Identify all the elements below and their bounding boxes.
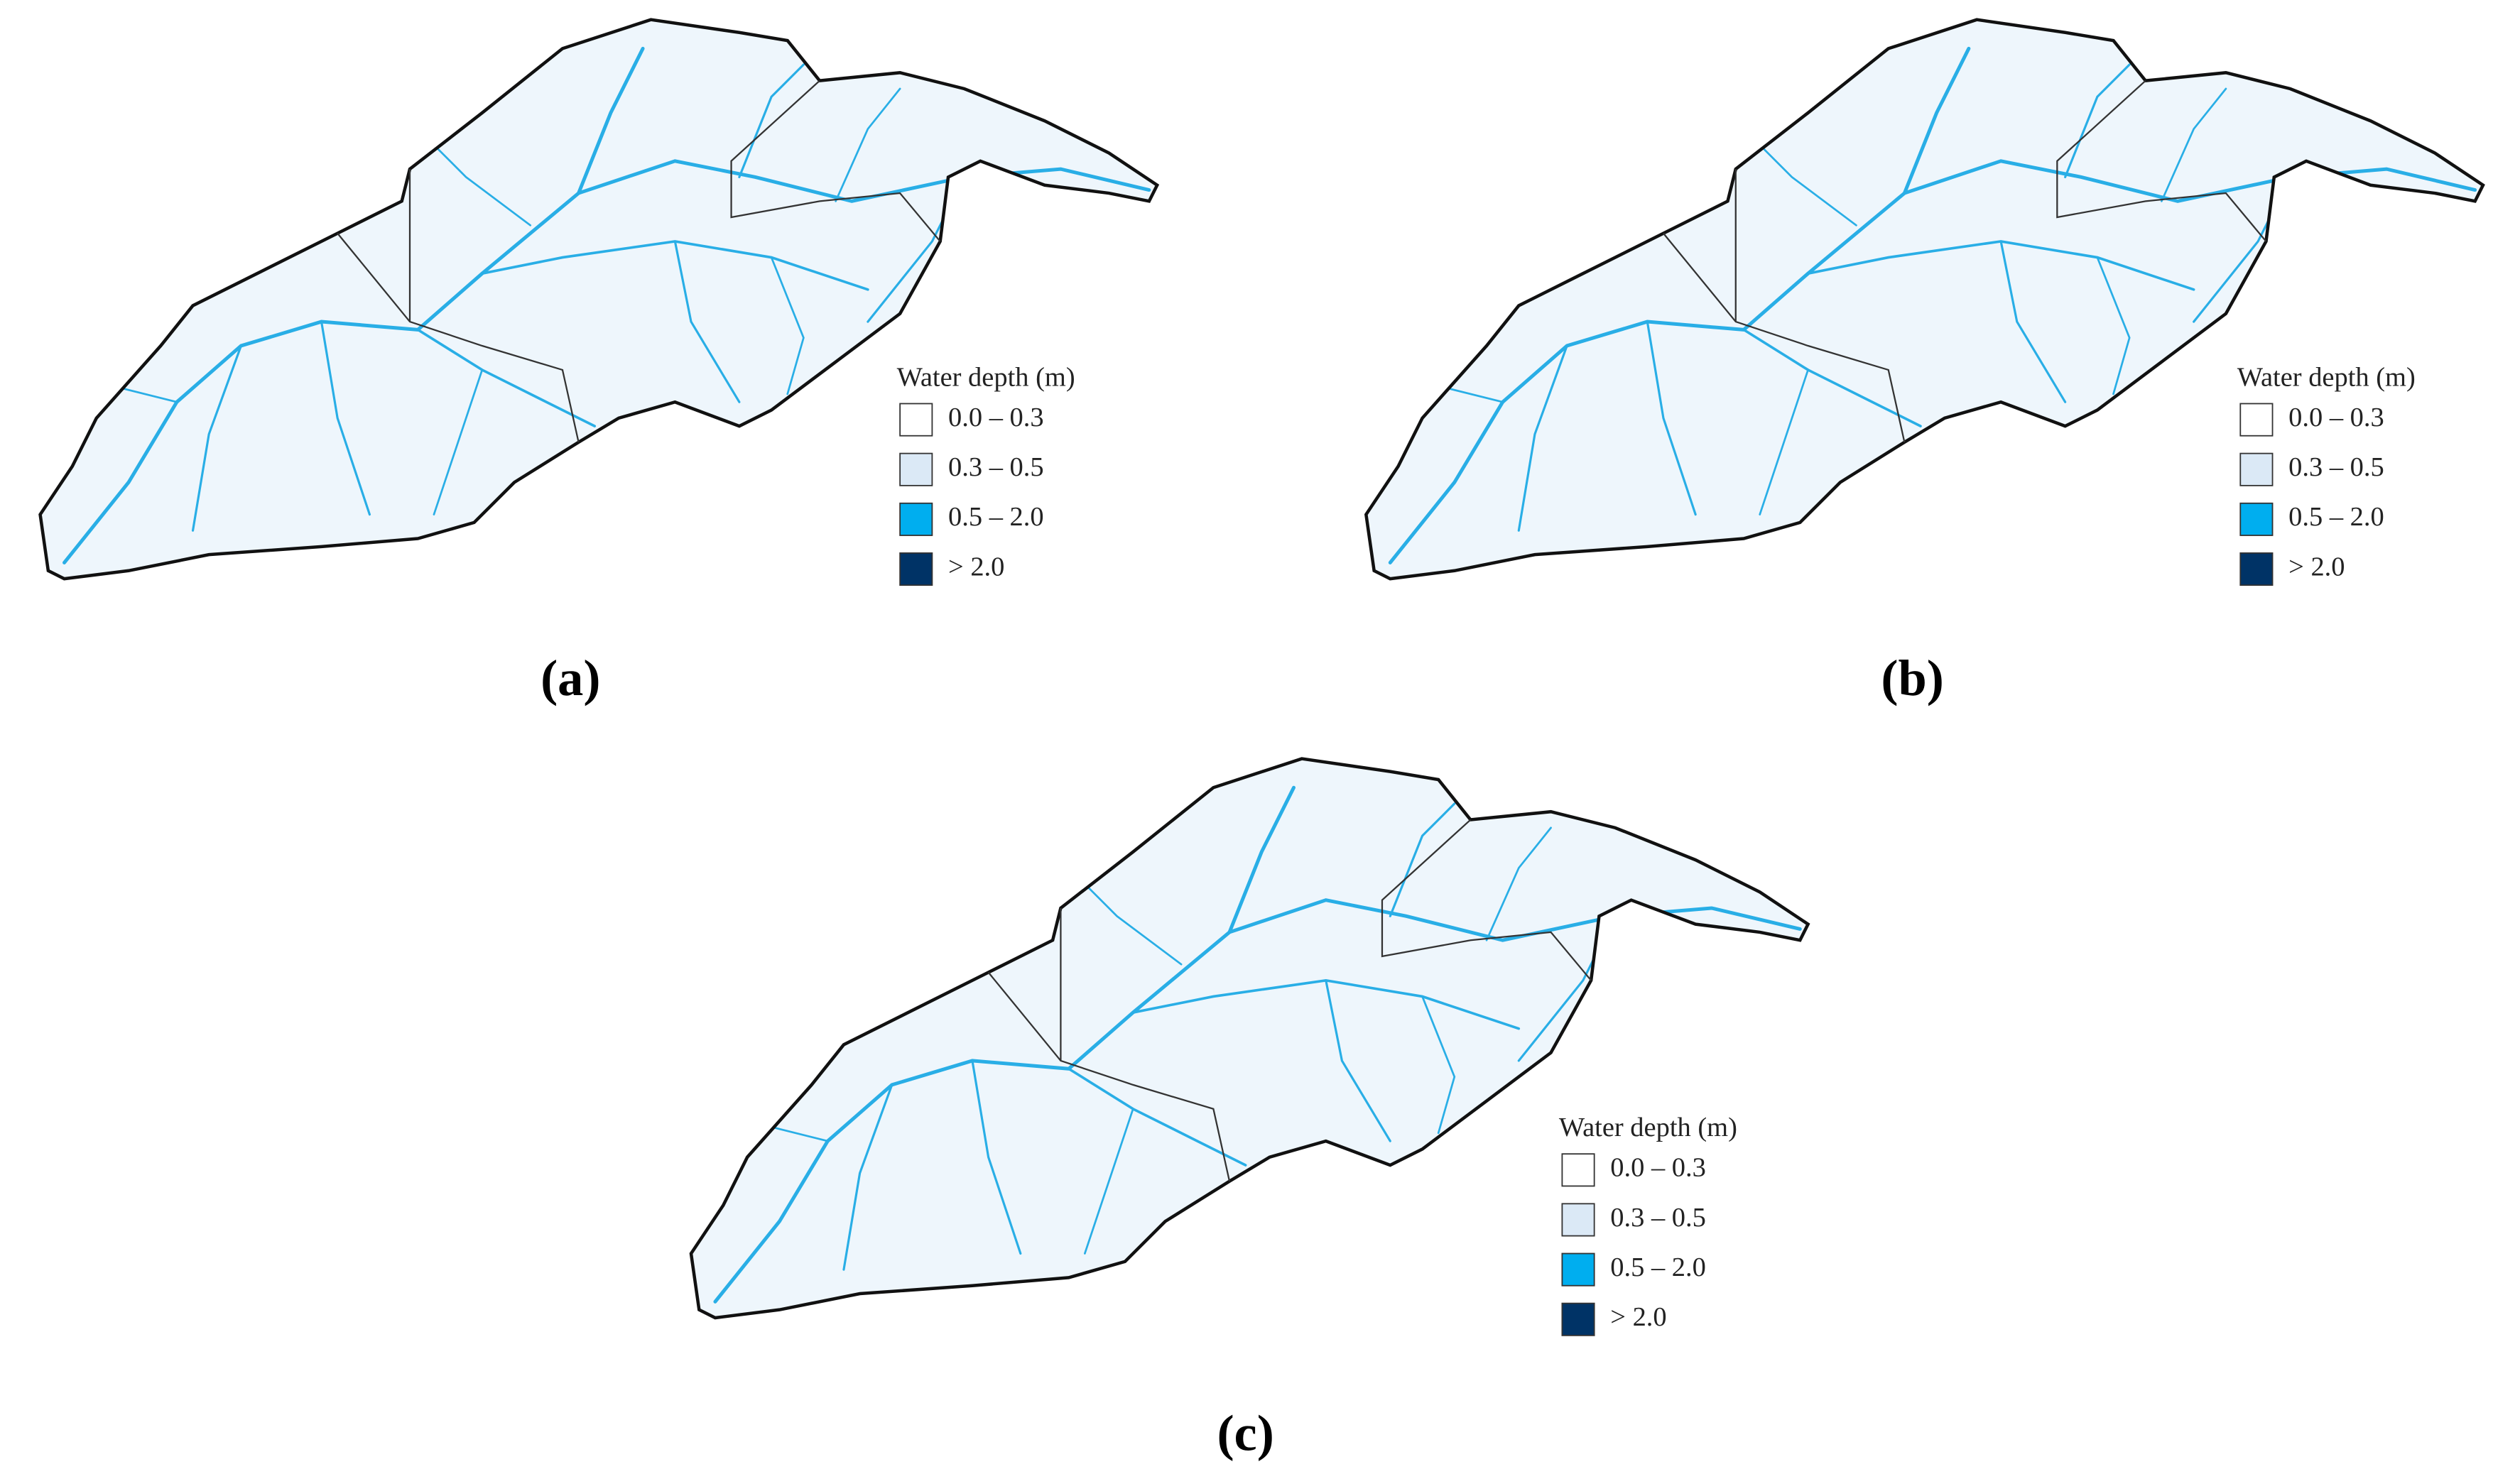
legend-label: 0.3 – 0.5 <box>948 452 1044 482</box>
legend-swatch <box>1561 1203 1595 1237</box>
legend-label: 0.5 – 2.0 <box>948 502 1044 532</box>
legend-swatch <box>1561 1252 1595 1287</box>
legend-swatch <box>2239 552 2274 586</box>
legend-swatch <box>899 452 933 486</box>
panel-label: (c) <box>1217 1404 1273 1461</box>
legend-label: > 2.0 <box>948 552 1004 582</box>
legend-swatch <box>899 552 933 586</box>
legend-label: > 2.0 <box>2288 552 2345 582</box>
basin-map <box>691 759 1808 1318</box>
legend-swatch <box>1561 1153 1595 1187</box>
basin-map <box>1366 20 2483 579</box>
legend-swatch <box>2239 502 2274 536</box>
legend-title: Water depth (m) <box>1559 1113 1737 1142</box>
legend-title: Water depth (m) <box>897 362 1075 392</box>
legend-label: 0.0 – 0.3 <box>1610 1153 1706 1183</box>
annotations: Water depth (m) 0.0 – 0.3 0.3 – 0.5 0.5 – 2… <box>541 362 2416 1461</box>
legend-swatch <box>1561 1302 1595 1336</box>
legend-title: Water depth (m) <box>2237 362 2416 392</box>
legend-label: 0.3 – 0.5 <box>1610 1203 1706 1233</box>
legend-label: 0.0 – 0.3 <box>2288 403 2384 432</box>
legend-label: 0.5 – 2.0 <box>2288 502 2384 532</box>
legend-swatch <box>2239 452 2274 486</box>
panel-label: (b) <box>1881 649 1943 706</box>
basin-map <box>40 20 1158 579</box>
legend-swatch <box>899 502 933 536</box>
legend-label: > 2.0 <box>1610 1302 1666 1332</box>
legend-label: 0.3 – 0.5 <box>2288 452 2384 482</box>
legend-label: 0.0 – 0.3 <box>948 403 1044 432</box>
legend-swatch <box>2239 403 2274 437</box>
legend-label: 0.5 – 2.0 <box>1610 1252 1706 1282</box>
legend-swatch <box>899 403 933 437</box>
panel-label: (a) <box>541 649 600 706</box>
